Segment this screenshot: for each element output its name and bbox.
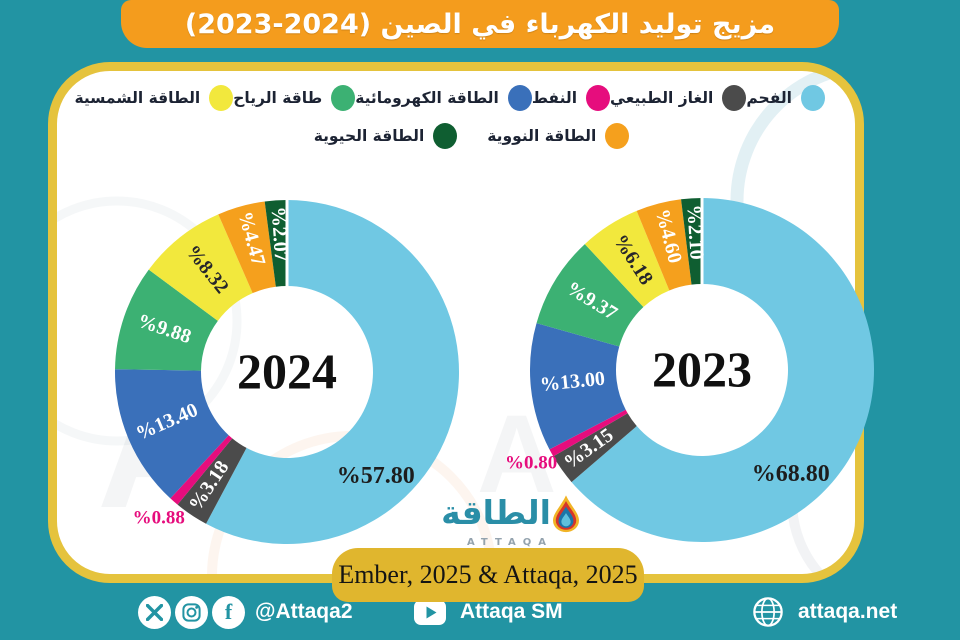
legend-item-coal: الفحم [746,85,825,111]
slice-nuclear-2023 [636,199,692,291]
legend-item-solar: الطاقة الشمسية [74,85,234,111]
slice-coal-2023 [571,197,875,542]
page-title: مزيج توليد الكهرباء في الصين (2024-2023) [184,8,776,40]
attaqa-logo: الطاقة ATTAQA [430,495,590,548]
legend-item-hydro: الطاقة الكهرومائية [355,85,532,111]
footer-bar: f @Attaqa2 Attaqa SM attaqa.net [0,584,960,640]
legend-label-oil: النفط [531,89,578,107]
footer-website-group: attaqa.net [752,586,897,638]
donut-chart-2023: %68.80 %3.15 %0.80 %13.00 %9.37 %6.18 %4.60 %2.… [492,160,912,580]
legend-row-1: الفحم الغاز الطبيعي النفط الطاقة الكهرومائي… [74,85,825,111]
donut-chart-2024: %57.80 %3.18 %0.88 %13.40 %9.88 %8.32 %4.47 %2.… [77,162,497,582]
legend-swatch-coal [801,85,825,111]
slice-hydro-2024 [114,369,229,499]
slice-coal-2024 [206,200,460,544]
legend-row-2: الطاقة النووية الطاقة الحيوية [88,123,855,149]
footer-social-group: f @Attaqa2 [138,586,353,638]
footer-youtube-group: Attaqa SM [414,586,563,638]
legend-item-natural_gas: الغاز الطبيعي [610,85,747,111]
slice-oil-2024 [170,435,233,505]
slice-bio-2023 [681,198,702,285]
label-bio-2023: %2.10 [682,204,707,260]
title-banner: مزيج توليد الكهرباء في الصين (2024-2023) [121,0,839,48]
legend-item-wind: طاقة الرياح [233,85,356,111]
x-icon [138,595,171,629]
attaqa-drop-icon [552,495,579,537]
legend-label-natural_gas: الغاز الطبيعي [610,89,714,107]
slice-natural_gas-2024 [177,438,247,524]
logo-arabic-text: الطاقة [441,493,551,532]
legend-label-nuclear: الطاقة النووية [487,127,597,145]
label-coal-2024: %57.80 [337,463,415,489]
label-oil-2024: %0.88 [133,507,185,528]
label-coal-2023: %68.80 [752,461,830,487]
globe-icon [752,596,784,628]
slice-wind-2023 [536,244,644,347]
legend-swatch-natural_gas [722,85,747,111]
instagram-icon [175,595,208,629]
year-label-2023: 2023 [652,341,752,397]
logo-latin-text: ATTAQA [466,537,554,548]
legend-item-nuclear: الطاقة النووية [487,123,630,149]
year-label-2024: 2024 [237,343,337,399]
legend-swatch-wind [331,85,356,111]
legend-label-solar: الطاقة الشمسية [74,89,201,107]
legend-swatch-bio [433,123,458,149]
slice-oil-2023 [549,409,628,457]
source-text: Ember, 2025 & Attaqa, 2025 [338,560,638,589]
legend-swatch-oil [586,85,611,111]
slice-solar-2024 [148,214,253,321]
legend-swatch-nuclear [605,123,630,149]
website-url: attaqa.net [798,600,898,623]
slice-hydro-2023 [530,323,626,450]
legend-label-wind: طاقة الرياح [233,89,323,107]
youtube-icon [414,599,446,625]
legend-swatch-hydro [507,85,532,111]
social-handle: @Attaqa2 [255,600,353,623]
legend-item-oil: النفط [531,85,611,111]
slice-nuclear-2024 [218,201,276,294]
youtube-label: Attaqa SM [460,600,563,623]
source-pill: Ember, 2025 & Attaqa, 2025 [332,548,644,602]
slice-wind-2024 [115,269,218,371]
legend-swatch-solar [209,85,234,111]
slice-natural_gas-2023 [553,413,637,483]
facebook-icon: f [212,595,245,629]
label-bio-2024: %2.07 [267,206,293,262]
legend-label-bio: الطاقة الحيوية [313,127,425,145]
legend-label-hydro: الطاقة الكهرومائية [355,89,499,107]
legend-label-coal: الفحم [746,89,792,107]
slice-bio-2024 [264,199,287,287]
legend-item-bio: الطاقة الحيوية [314,123,458,149]
slice-solar-2023 [584,210,670,308]
label-oil-2023: %0.80 [505,452,557,473]
